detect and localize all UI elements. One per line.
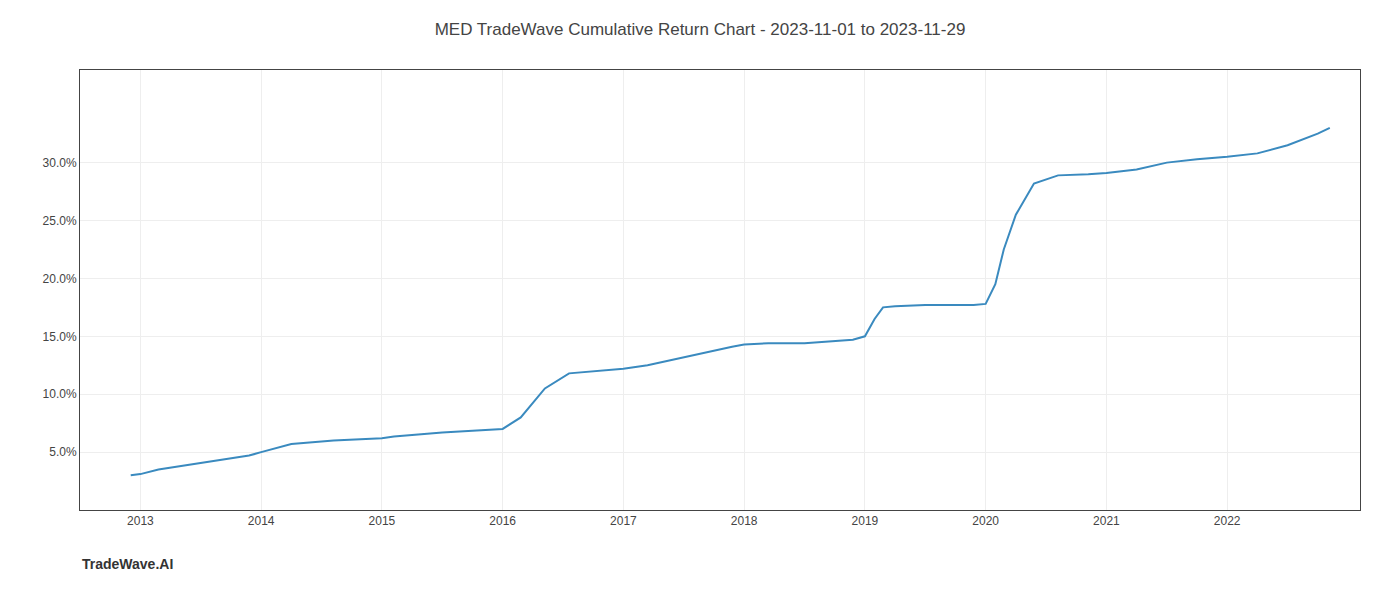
svg-text:2019: 2019 [852,514,879,528]
svg-text:10.0%: 10.0% [43,387,77,401]
svg-text:2013: 2013 [127,514,154,528]
svg-text:20.0%: 20.0% [43,272,77,286]
svg-text:2022: 2022 [1214,514,1241,528]
svg-text:2017: 2017 [610,514,637,528]
svg-text:MED TradeWave Cumulative Retur: MED TradeWave Cumulative Return Chart - … [435,20,966,39]
svg-text:15.0%: 15.0% [43,330,77,344]
svg-text:5.0%: 5.0% [49,445,77,459]
svg-text:2015: 2015 [369,514,396,528]
svg-text:TradeWave.AI: TradeWave.AI [82,556,173,572]
svg-text:25.0%: 25.0% [43,214,77,228]
svg-text:2014: 2014 [248,514,275,528]
svg-text:2016: 2016 [489,514,516,528]
svg-text:2021: 2021 [1093,514,1120,528]
svg-text:30.0%: 30.0% [43,156,77,170]
svg-text:2018: 2018 [731,514,758,528]
svg-text:2020: 2020 [972,514,999,528]
